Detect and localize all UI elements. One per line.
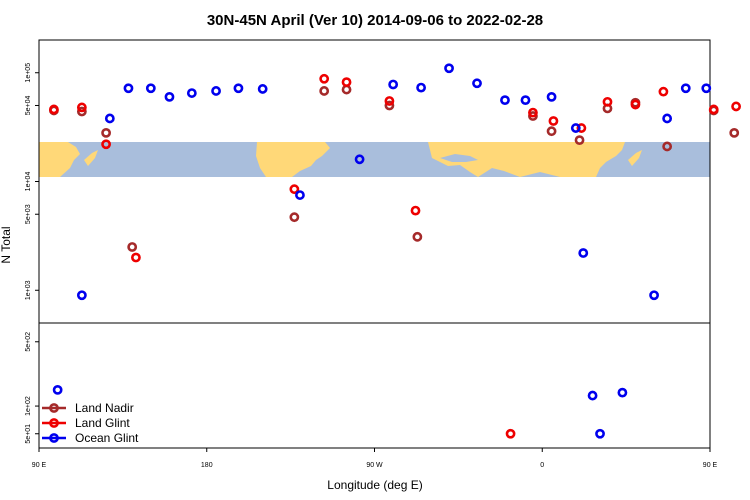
land-glint-point	[131, 252, 141, 263]
ocean-glint-point	[164, 91, 175, 102]
ocean-glint-point	[416, 82, 426, 93]
ocean-glint-point	[186, 88, 197, 98]
land-nadir-point	[341, 84, 352, 95]
x-tick-label: 0	[540, 462, 544, 469]
land-glint-point	[708, 104, 719, 115]
land-nadir-point	[101, 127, 111, 138]
land-glint-point	[731, 101, 741, 112]
land-glint-point	[576, 123, 587, 133]
x-tick-label: 90 E	[32, 462, 47, 469]
land-nadir-point	[662, 141, 673, 152]
land-glint-point	[630, 99, 641, 110]
ocean-glint-point	[520, 95, 531, 106]
ocean-glint-point	[680, 83, 691, 94]
land-nadir-point	[319, 86, 330, 96]
ocean-glint-point	[617, 387, 628, 398]
ocean-glint-point	[52, 384, 63, 395]
land-nadir-point	[528, 111, 538, 121]
ocean-glint-point	[233, 83, 244, 94]
land-glint-point	[289, 184, 300, 195]
map-land-north-america	[256, 142, 330, 177]
map-land-eurasia-africa	[428, 142, 625, 177]
land-glint-point	[548, 116, 559, 126]
legend-label-ocean-glint: Ocean Glint	[75, 431, 139, 445]
legend-marker-ocean-glint	[49, 433, 59, 443]
land-nadir-point	[412, 231, 423, 242]
legend-marker-land-nadir	[49, 403, 59, 413]
map-land-japan-right	[628, 150, 642, 166]
land-glint-point	[49, 104, 59, 115]
ocean-glint-point	[354, 154, 365, 165]
upper-y-tick-label: 1e+04	[25, 172, 32, 192]
ocean-glint-point	[546, 91, 557, 102]
ocean-glint-point	[472, 78, 482, 89]
ocean-glint-point	[662, 113, 673, 124]
lower-y-tick-label: 1e+02	[25, 396, 32, 416]
land-glint-point	[101, 139, 111, 150]
ocean-glint-point	[595, 428, 605, 439]
ocean-glint-point	[145, 83, 156, 94]
ocean-glint-point	[701, 83, 712, 94]
upper-y-tick-label: 5e+04	[25, 96, 32, 116]
ocean-glint-point	[649, 290, 659, 301]
x-axis-label: Longitude (deg E)	[327, 478, 422, 492]
ocean-glint-point	[104, 113, 115, 124]
lower-y-tick-label: 5e+02	[25, 332, 32, 352]
land-nadir-point	[127, 242, 138, 252]
y-axis-label: N Total	[0, 226, 13, 263]
land-glint-point	[410, 205, 421, 216]
x-tick-label: 180	[201, 462, 213, 469]
lower-y-tick-label: 5e+01	[25, 424, 32, 444]
legend-label-land-nadir: Land Nadir	[75, 401, 134, 415]
x-tick-label: 90 E	[703, 462, 718, 469]
map-land-japan-left	[84, 150, 98, 166]
land-glint-point	[76, 102, 87, 113]
land-nadir-point	[574, 135, 585, 146]
land-glint-point	[658, 86, 669, 97]
ocean-glint-point	[587, 390, 598, 401]
land-nadir-point	[729, 127, 740, 138]
upper-y-tick-label: 5e+03	[25, 204, 32, 224]
ocean-glint-point	[123, 83, 134, 94]
ocean-glint-point	[500, 95, 510, 106]
chart-title: 30N-45N April (Ver 10) 2014-09-06 to 202…	[207, 12, 543, 29]
land-glint-point	[341, 77, 352, 88]
ocean-glint-point	[388, 79, 399, 90]
legend-marker-land-glint	[49, 418, 59, 428]
map-sea-mediterranean	[440, 154, 478, 162]
world-map-band	[39, 142, 710, 177]
axes: 90 E 180 90 W 0 90 E 1e+03 5e+03 1e+04 5e+04 1e+0…	[25, 63, 718, 469]
x-tick-label: 90 W	[366, 462, 383, 469]
ocean-glint-point	[257, 84, 268, 94]
data-points	[49, 63, 741, 439]
land-glint-point	[602, 96, 613, 107]
land-nadir-point	[546, 126, 557, 137]
land-glint-point	[384, 96, 395, 106]
land-glint-point	[528, 107, 538, 118]
upper-y-tick-label: 1e+03	[25, 280, 32, 300]
land-nadir-point	[76, 106, 87, 117]
ocean-glint-point	[578, 248, 589, 258]
lower-panel-frame	[38, 322, 711, 449]
ocean-glint-point	[211, 86, 221, 96]
land-glint-point	[505, 428, 516, 439]
map-land-asia-left	[39, 142, 80, 177]
land-glint-point	[319, 73, 330, 84]
land-nadir-point	[384, 100, 395, 111]
ocean-glint-point	[444, 63, 454, 74]
ocean-glint-point	[76, 290, 87, 301]
ocean-glint-point	[570, 123, 581, 133]
upper-panel-frame	[38, 39, 711, 324]
legend-label-land-glint: Land Glint	[75, 416, 130, 430]
land-nadir-point	[289, 212, 300, 223]
ocean-glint-point	[295, 190, 305, 200]
upper-y-tick-label: 1e+05	[25, 63, 32, 83]
